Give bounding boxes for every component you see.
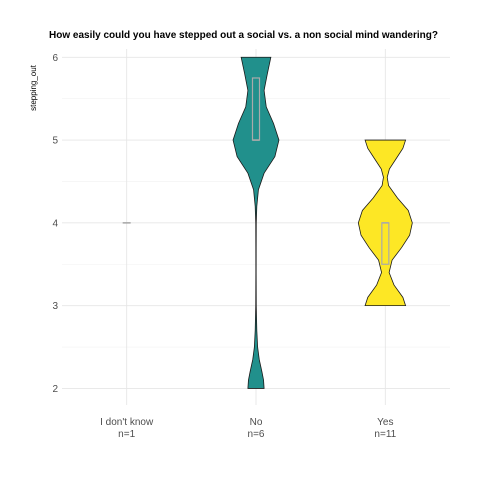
y-tick-label: 6 xyxy=(52,53,58,64)
violins xyxy=(122,56,413,389)
x-tick-label: Yes xyxy=(377,417,393,428)
y-tick-label: 4 xyxy=(52,218,58,229)
y-tick-labels: 2 3 4 5 6 xyxy=(52,53,58,395)
y-tick-label: 5 xyxy=(52,136,58,147)
x-tick-count: n=1 xyxy=(118,429,135,440)
x-tick-count: n=6 xyxy=(248,429,265,440)
x-tick-label: I don't know xyxy=(100,417,154,428)
x-tick-label: No xyxy=(250,417,263,428)
violin-2 xyxy=(232,56,280,389)
chart-title: How easily could you have stepped out a … xyxy=(49,30,438,41)
x-tick-count: n=11 xyxy=(374,429,396,440)
y-axis-label: stepping_out xyxy=(29,64,38,111)
y-tick-label: 2 xyxy=(52,384,58,395)
y-tick-label: 3 xyxy=(52,301,58,312)
